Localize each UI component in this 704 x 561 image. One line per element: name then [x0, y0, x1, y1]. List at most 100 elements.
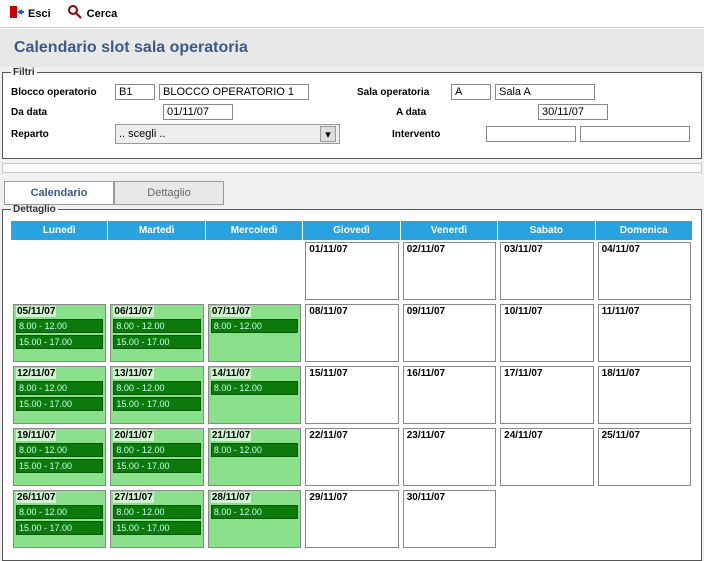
- a-data-label: A data: [396, 107, 486, 118]
- calendar-cell[interactable]: 11/11/07: [598, 304, 691, 362]
- calendar-day-header: Giovedì: [303, 221, 400, 240]
- time-slot[interactable]: 15.00 - 17.00: [16, 459, 103, 473]
- search-label: Cerca: [87, 8, 118, 20]
- calendar-cell[interactable]: 08/11/07: [305, 304, 398, 362]
- time-slot[interactable]: 8.00 - 12.00: [16, 505, 103, 519]
- time-slot[interactable]: 8.00 - 12.00: [211, 443, 298, 457]
- calendar-date-label: 24/11/07: [503, 430, 543, 441]
- exit-label: Esci: [28, 8, 51, 20]
- page-title: Calendario slot sala operatoria: [0, 28, 704, 67]
- calendar-body: 01/11/0702/11/0703/11/0704/11/0705/11/07…: [11, 240, 693, 550]
- time-slot[interactable]: 15.00 - 17.00: [113, 459, 200, 473]
- calendar-cell[interactable]: 17/11/07: [500, 366, 593, 424]
- calendar-cell[interactable]: 01/11/07: [305, 242, 398, 300]
- search-button[interactable]: Cerca: [67, 4, 118, 23]
- blocco-desc-input[interactable]: [159, 84, 309, 100]
- time-slot[interactable]: 15.00 - 17.00: [113, 521, 200, 535]
- calendar-cell-empty: [208, 242, 301, 300]
- calendar-cell[interactable]: 29/11/07: [305, 490, 398, 548]
- calendar-cell[interactable]: 16/11/07: [403, 366, 496, 424]
- blocco-code-input[interactable]: [115, 84, 155, 100]
- calendar-cell[interactable]: 26/11/078.00 - 12.0015.00 - 17.00: [13, 490, 106, 548]
- time-slot[interactable]: 8.00 - 12.00: [211, 319, 298, 333]
- calendar-cell[interactable]: 03/11/07: [500, 242, 593, 300]
- tabs: Calendario Dettaglio: [4, 181, 704, 205]
- time-slot[interactable]: 8.00 - 12.00: [113, 319, 200, 333]
- filters-fieldset: Filtri Blocco operatorio Sala operatoria…: [2, 67, 702, 159]
- calendar-cell[interactable]: 21/11/078.00 - 12.00: [208, 428, 301, 486]
- calendar-cell-empty: [598, 490, 691, 548]
- calendar-cell[interactable]: 15/11/07: [305, 366, 398, 424]
- tab-dettaglio[interactable]: Dettaglio: [114, 181, 224, 205]
- calendar-date-label: 03/11/07: [503, 244, 543, 255]
- calendar-date-label: 18/11/07: [601, 368, 641, 379]
- calendar-cell[interactable]: 18/11/07: [598, 366, 691, 424]
- sala-desc-input[interactable]: [495, 84, 595, 100]
- calendar-cell[interactable]: 30/11/07: [403, 490, 496, 548]
- calendar-date-label: 15/11/07: [308, 368, 348, 379]
- calendar-date-label: 06/11/07: [113, 306, 153, 317]
- calendar-cell[interactable]: 23/11/07: [403, 428, 496, 486]
- calendar-date-label: 10/11/07: [503, 306, 543, 317]
- time-slot[interactable]: 8.00 - 12.00: [113, 505, 200, 519]
- calendar-cell[interactable]: 28/11/07 8.00 - 12.00: [208, 490, 301, 548]
- calendar-cell[interactable]: 25/11/07: [598, 428, 691, 486]
- time-slot[interactable]: 8.00 - 12.00: [211, 381, 298, 395]
- calendar-cell[interactable]: 19/11/078.00 - 12.0015.00 - 17.00: [13, 428, 106, 486]
- da-data-label: Da data: [11, 107, 111, 118]
- calendar-date-label: 13/11/07: [113, 368, 153, 379]
- search-icon: [67, 4, 83, 23]
- time-slot[interactable]: 15.00 - 17.00: [113, 397, 200, 411]
- calendar-date-label: 30/11/07: [406, 492, 446, 503]
- reparto-select[interactable]: .. scegli .. ▾: [115, 124, 340, 144]
- calendar-date-label: 08/11/07: [308, 306, 348, 317]
- time-slot[interactable]: 15.00 - 17.00: [16, 335, 103, 349]
- time-slot[interactable]: 8.00 - 12.00: [16, 319, 103, 333]
- calendar-cell[interactable]: 06/11/07 8.00 - 12.00 15.00 - 17.00: [110, 304, 203, 362]
- da-data-input[interactable]: [163, 104, 233, 120]
- calendar-date-label: 16/11/07: [406, 368, 446, 379]
- reparto-label: Reparto: [11, 129, 111, 140]
- sala-code-input[interactable]: [451, 84, 491, 100]
- calendar-date-label: 12/11/07: [16, 368, 56, 379]
- time-slot[interactable]: 8.00 - 12.00: [113, 381, 200, 395]
- dettaglio-fieldset: Dettaglio LunedìMartedìMercoledìGiovedìV…: [2, 204, 702, 561]
- calendar-cell[interactable]: 05/11/078.00 - 12.0015.00 - 17.00: [13, 304, 106, 362]
- intervento-input-2[interactable]: [580, 126, 690, 142]
- calendar-day-header: Lunedì: [11, 221, 108, 240]
- calendar-cell-empty: [13, 242, 106, 300]
- time-slot[interactable]: 15.00 - 17.00: [16, 397, 103, 411]
- calendar-day-header: Domenica: [596, 221, 693, 240]
- intervento-input-1[interactable]: [486, 126, 576, 142]
- calendar-cell[interactable]: 24/11/07: [500, 428, 593, 486]
- calendar-cell[interactable]: 12/11/07 8.00 - 12.00 15.00 - 17.00: [13, 366, 106, 424]
- calendar-cell[interactable]: 13/11/07 8.00 - 12.00 15.00 - 17.00: [110, 366, 203, 424]
- time-slot[interactable]: 8.00 - 12.00: [16, 443, 103, 457]
- a-data-input[interactable]: [538, 104, 608, 120]
- calendar-date-label: 25/11/07: [601, 430, 641, 441]
- calendar-cell[interactable]: 10/11/07: [500, 304, 593, 362]
- time-slot[interactable]: 15.00 - 17.00: [16, 521, 103, 535]
- calendar-day-header: Venerdì: [401, 221, 498, 240]
- calendar-cell[interactable]: 04/11/07: [598, 242, 691, 300]
- time-slot[interactable]: 8.00 - 12.00: [113, 443, 200, 457]
- calendar-cell[interactable]: 09/11/07: [403, 304, 496, 362]
- calendar-cell-empty: [500, 490, 593, 548]
- calendar-cell[interactable]: 20/11/078.00 - 12.0015.00 - 17.00: [110, 428, 203, 486]
- time-slot[interactable]: 15.00 - 17.00: [113, 335, 200, 349]
- calendar-cell[interactable]: 02/11/07: [403, 242, 496, 300]
- exit-button[interactable]: Esci: [8, 4, 51, 23]
- calendar-cell[interactable]: 14/11/07 8.00 - 12.00: [208, 366, 301, 424]
- exit-icon: [8, 4, 24, 23]
- time-slot[interactable]: 8.00 - 12.00: [16, 381, 103, 395]
- tab-calendario[interactable]: Calendario: [4, 181, 114, 205]
- calendar-cell[interactable]: 22/11/07: [305, 428, 398, 486]
- time-slot[interactable]: 8.00 - 12.00: [211, 505, 298, 519]
- reparto-select-value: .. scegli ..: [119, 128, 165, 140]
- calendar-date-label: 28/11/07: [211, 492, 251, 503]
- calendar-date-label: 14/11/07: [211, 368, 251, 379]
- calendar-cell[interactable]: 07/11/078.00 - 12.00: [208, 304, 301, 362]
- calendar-date-label: 17/11/07: [503, 368, 543, 379]
- calendar-date-label: 23/11/07: [406, 430, 446, 441]
- calendar-cell[interactable]: 27/11/078.00 - 12.0015.00 - 17.00: [110, 490, 203, 548]
